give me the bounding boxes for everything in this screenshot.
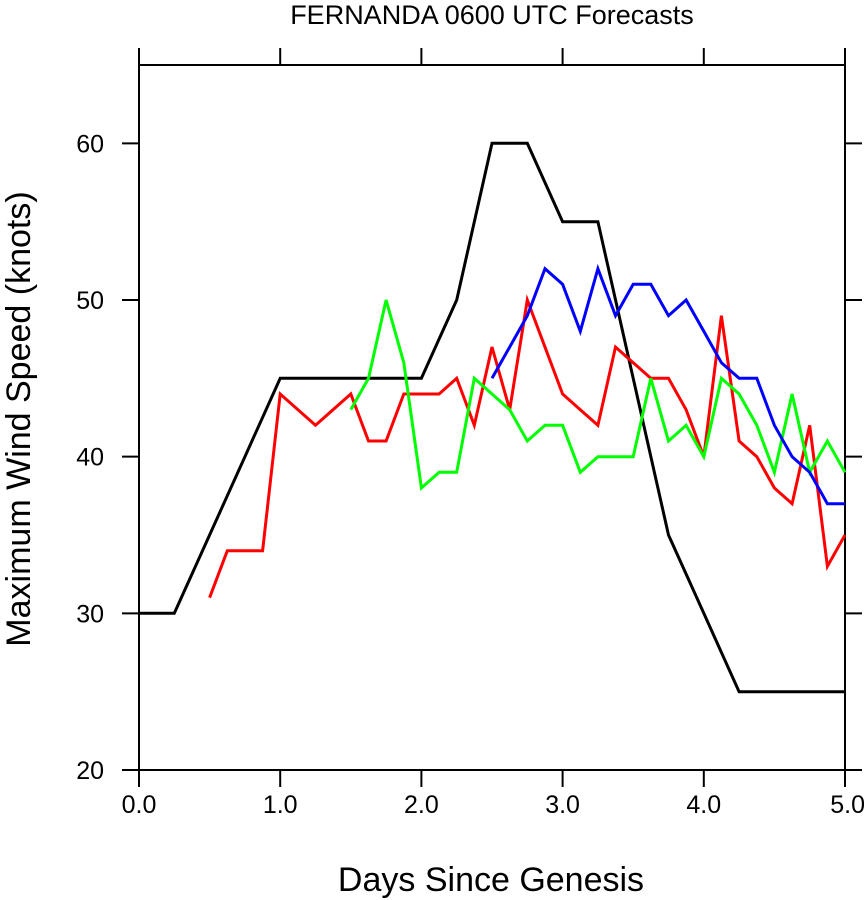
series-line-4 bbox=[490, 263, 845, 506]
tick-labels: 0.0 1.0 2.0 3.0 4.0 5.0 20 30 40 50 60 bbox=[76, 130, 865, 819]
y-tick-label: 20 bbox=[76, 757, 104, 785]
y-tick-label: 50 bbox=[76, 287, 104, 315]
series-line-2 bbox=[208, 294, 847, 599]
plot-frame bbox=[138, 64, 846, 771]
x-tick-label: 2.0 bbox=[404, 791, 439, 819]
chart-title: FERNANDA 0600 UTC Forecasts bbox=[290, 0, 694, 30]
y-tick-label: 40 bbox=[76, 444, 104, 472]
x-tick-label: 1.0 bbox=[263, 791, 298, 819]
y-axis-label: Maximum Wind Speed (knots) bbox=[0, 191, 38, 646]
series-lines bbox=[139, 141, 847, 694]
plot-border bbox=[138, 64, 846, 771]
y-tick-label: 30 bbox=[76, 600, 104, 628]
y-tick-label: 60 bbox=[76, 130, 104, 158]
series-line-3 bbox=[349, 299, 847, 491]
axis-ticks bbox=[122, 48, 862, 787]
x-tick-label: 3.0 bbox=[545, 791, 580, 819]
x-tick-label: 0.0 bbox=[122, 791, 157, 819]
x-tick-label: 5.0 bbox=[830, 791, 865, 819]
series-line-1 bbox=[139, 141, 845, 694]
x-axis-label: Days Since Genesis bbox=[338, 861, 644, 899]
x-tick-label: 4.0 bbox=[686, 791, 721, 819]
